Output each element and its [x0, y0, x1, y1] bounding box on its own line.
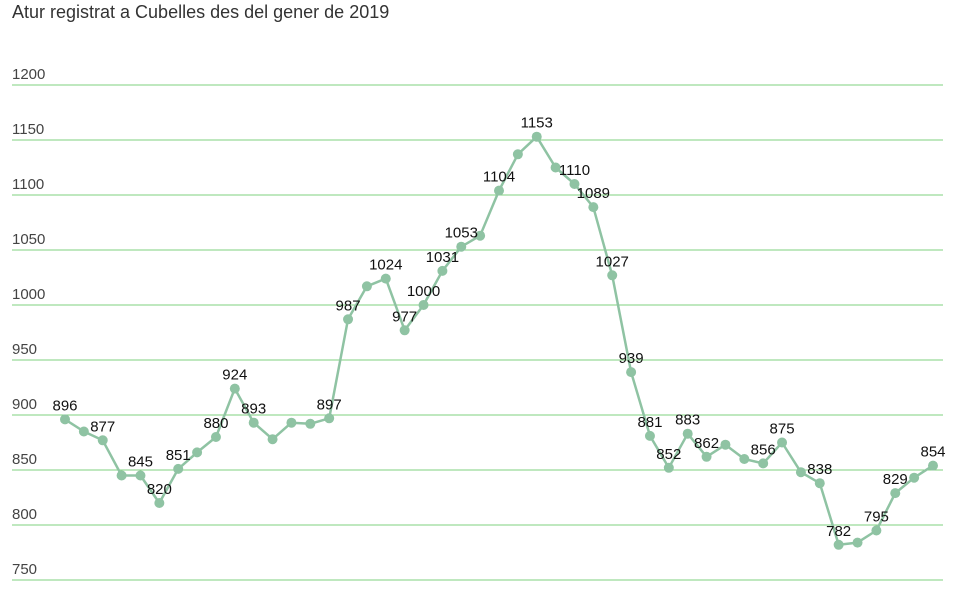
data-point [361, 281, 372, 292]
data-point [531, 131, 542, 142]
data-label: 1053 [445, 225, 478, 242]
data-point [399, 325, 410, 336]
gridlines [12, 84, 943, 581]
y-tick-label: 900 [12, 396, 37, 413]
data-point [607, 270, 618, 281]
data-label: 1027 [596, 253, 629, 270]
y-tick-label: 800 [12, 506, 37, 523]
data-label: 795 [864, 509, 889, 526]
data-label: 1104 [483, 169, 515, 186]
data-point [795, 467, 806, 478]
data-point [701, 451, 712, 462]
data-point [135, 470, 146, 481]
data-label: 1024 [369, 257, 402, 274]
data-point [60, 414, 70, 425]
data-label: 881 [637, 414, 662, 431]
data-label: 897 [317, 396, 342, 413]
data-label: 854 [920, 444, 945, 461]
data-point [588, 202, 599, 213]
data-label: 820 [147, 481, 172, 498]
data-label: 924 [222, 367, 247, 384]
data-label: 838 [807, 461, 832, 478]
data-label: 1110 [559, 162, 590, 179]
data-point [682, 428, 693, 439]
data-point [248, 417, 259, 428]
data-label: 1153 [521, 115, 553, 132]
data-labels: 896 877 845 820 851 880 924 893 897 987 1024 977 100… [52, 115, 945, 540]
data-label: 782 [826, 523, 851, 540]
data-point [116, 470, 127, 481]
data-point [814, 478, 825, 489]
data-label: 977 [392, 308, 417, 325]
data-label: 851 [166, 447, 191, 464]
series-polyline [64, 135, 934, 547]
data-label: 845 [128, 454, 153, 471]
data-point [456, 241, 467, 252]
data-point [550, 162, 561, 173]
data-label: 880 [203, 415, 228, 432]
chart-title: Atur registrat a Cubelles des del gener … [12, 2, 390, 22]
data-point [210, 432, 221, 442]
y-axis-ticks: 1200 1150 1100 1050 1000 950 900 850 800 750 [12, 66, 45, 578]
data-label: 852 [656, 446, 681, 463]
data-point [305, 418, 316, 429]
data-points [60, 131, 938, 550]
data-label: 1000 [407, 283, 440, 300]
data-point [494, 185, 504, 196]
data-point [475, 230, 486, 241]
data-point [512, 149, 523, 160]
data-point [720, 439, 731, 450]
data-point [871, 525, 882, 536]
y-tick-label: 750 [12, 561, 37, 578]
data-label: 893 [241, 401, 266, 418]
y-tick-label: 1100 [12, 176, 44, 193]
data-label: 1089 [577, 185, 610, 202]
y-tick-label: 1200 [12, 66, 45, 83]
data-label: 939 [619, 350, 644, 367]
data-point [229, 383, 240, 394]
data-point [437, 265, 448, 276]
data-point [663, 462, 674, 473]
data-label: 987 [336, 297, 361, 314]
data-point [324, 413, 335, 424]
data-point [418, 300, 429, 310]
data-point [928, 460, 938, 471]
data-label: 1031 [426, 249, 459, 266]
data-point [626, 367, 637, 378]
data-label: 856 [751, 441, 776, 458]
data-point [286, 417, 297, 428]
y-tick-label: 950 [12, 341, 37, 358]
data-label: 883 [675, 412, 700, 429]
y-tick-label: 1150 [12, 121, 44, 138]
series-line [64, 135, 934, 547]
data-point [192, 447, 203, 458]
data-point [758, 458, 769, 469]
data-point [78, 426, 89, 437]
data-point [173, 463, 184, 474]
y-tick-label: 1050 [12, 231, 45, 248]
data-label: 862 [694, 435, 719, 452]
data-point [890, 488, 901, 499]
data-point [343, 314, 354, 325]
data-label: 896 [52, 397, 77, 414]
data-label: 877 [90, 418, 115, 435]
data-point [569, 179, 580, 189]
data-point [97, 435, 108, 446]
data-point [777, 437, 788, 448]
data-point [644, 430, 655, 441]
data-point [833, 539, 844, 550]
y-tick-label: 1000 [12, 286, 45, 303]
data-point [267, 434, 278, 445]
data-point [739, 454, 750, 464]
data-point [909, 472, 920, 483]
data-point [852, 537, 863, 548]
data-label: 829 [883, 471, 908, 488]
data-point [380, 273, 391, 284]
data-label: 875 [770, 421, 795, 438]
data-point [154, 498, 165, 508]
y-tick-label: 850 [12, 451, 37, 468]
